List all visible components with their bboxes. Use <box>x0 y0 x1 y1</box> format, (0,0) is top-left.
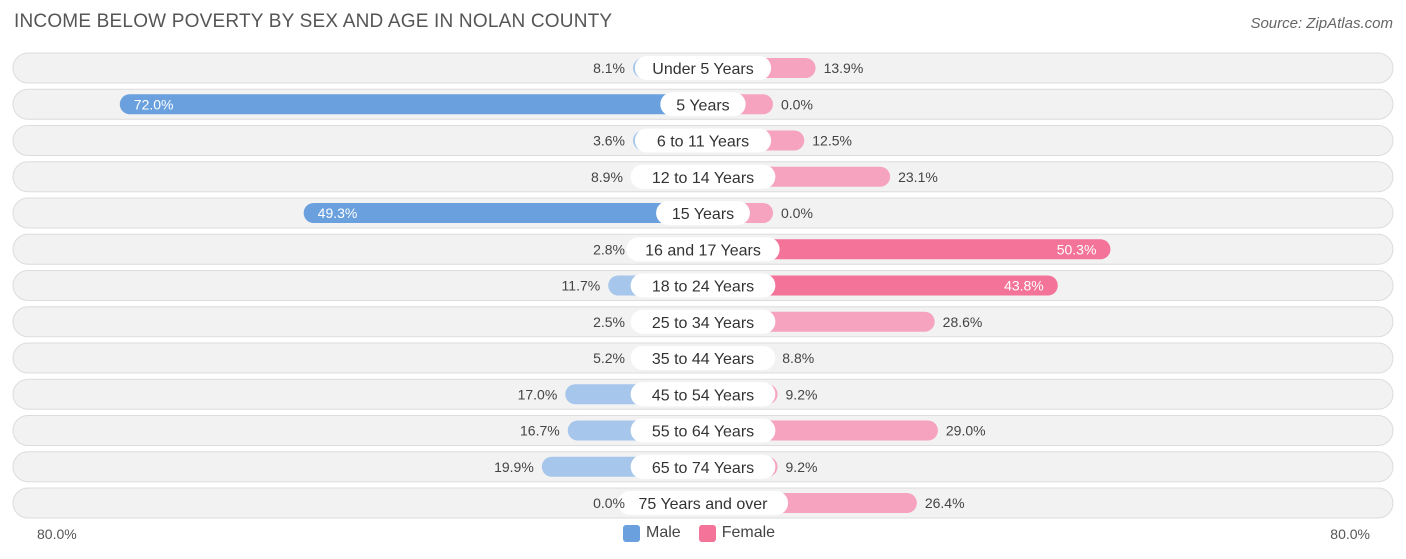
value-label-female: 28.6% <box>943 314 983 330</box>
category-label: 5 Years <box>676 97 729 114</box>
bar-chart: Under 5 Years 8.1% 13.9% 5 Years 72.0% 0.0% 6 … <box>12 52 1394 519</box>
value-label-female: 9.2% <box>786 459 818 475</box>
category-pill <box>656 201 750 225</box>
value-label-male: 5.2% <box>593 350 625 366</box>
bar-female <box>703 239 1111 260</box>
category-pill <box>630 346 776 370</box>
legend: Male Female <box>623 524 793 542</box>
value-label-female: 0.0% <box>781 205 813 221</box>
value-label-male: 16.7% <box>520 423 560 439</box>
value-label-female: 43.8% <box>1004 278 1044 294</box>
category-label: 25 to 34 Years <box>652 315 754 332</box>
legend-label-male: Male <box>646 524 681 541</box>
category-label: 45 to 54 Years <box>652 387 754 404</box>
legend-swatch-male <box>623 524 640 542</box>
value-label-male: 72.0% <box>134 96 174 112</box>
axis-right-label: 80.0% <box>1330 526 1370 542</box>
category-pill <box>660 92 746 117</box>
category-pill <box>630 309 776 334</box>
value-label-female: 12.5% <box>812 133 852 149</box>
value-label-male: 2.8% <box>593 241 625 257</box>
category-label: 65 to 74 Years <box>652 460 754 477</box>
value-label-female: 23.1% <box>898 169 938 185</box>
category-label: 6 to 11 Years <box>657 134 749 151</box>
value-label-male: 11.7% <box>562 278 601 294</box>
legend-item-female: Female <box>698 524 776 542</box>
bar-male <box>119 94 704 115</box>
category-pill <box>634 128 772 153</box>
value-label-male: 2.5% <box>593 314 625 330</box>
value-label-female: 29.0% <box>946 423 986 439</box>
value-label-female: 50.3% <box>1057 241 1097 257</box>
category-pill <box>630 418 776 443</box>
legend-label-female: Female <box>721 524 776 541</box>
value-label-male: 8.9% <box>591 169 623 185</box>
category-label: 16 and 17 Years <box>645 242 761 259</box>
value-label-male: 0.0% <box>593 495 625 511</box>
category-label: 12 to 14 Years <box>652 170 754 187</box>
bar-female <box>703 275 1058 296</box>
axis-left-label: 80.0% <box>37 526 77 542</box>
source-label: Source: ZipAtlas.com <box>1250 15 1393 32</box>
value-label-male: 19.9% <box>494 459 534 475</box>
category-label: Under 5 Years <box>652 61 753 78</box>
category-pill <box>634 56 772 80</box>
value-label-male: 3.6% <box>593 133 625 149</box>
value-label-female: 13.9% <box>824 60 864 76</box>
value-label-male: 49.3% <box>318 205 358 221</box>
category-pill <box>630 273 776 298</box>
value-label-female: 26.4% <box>925 495 965 511</box>
category-label: 55 to 64 Years <box>652 424 754 441</box>
legend-item-male: Male <box>623 524 681 542</box>
value-label-female: 8.8% <box>782 350 814 366</box>
category-label: 35 to 44 Years <box>652 351 754 368</box>
category-label: 15 Years <box>672 206 734 223</box>
bar-male <box>303 203 703 223</box>
category-label: 75 Years and over <box>639 496 769 513</box>
category-pill <box>630 164 776 189</box>
chart-title: INCOME BELOW POVERTY BY SEX AND AGE IN N… <box>14 11 613 32</box>
value-label-male: 17.0% <box>518 386 558 402</box>
category-pill <box>630 454 776 479</box>
category-pill <box>617 491 789 515</box>
legend-swatch-female <box>698 524 716 542</box>
value-label-female: 9.2% <box>786 386 818 402</box>
category-pill <box>626 237 780 262</box>
value-label-male: 8.1% <box>593 60 625 76</box>
category-pill <box>630 382 776 407</box>
category-label: 18 to 24 Years <box>652 279 754 296</box>
value-label-female: 0.0% <box>781 96 813 112</box>
